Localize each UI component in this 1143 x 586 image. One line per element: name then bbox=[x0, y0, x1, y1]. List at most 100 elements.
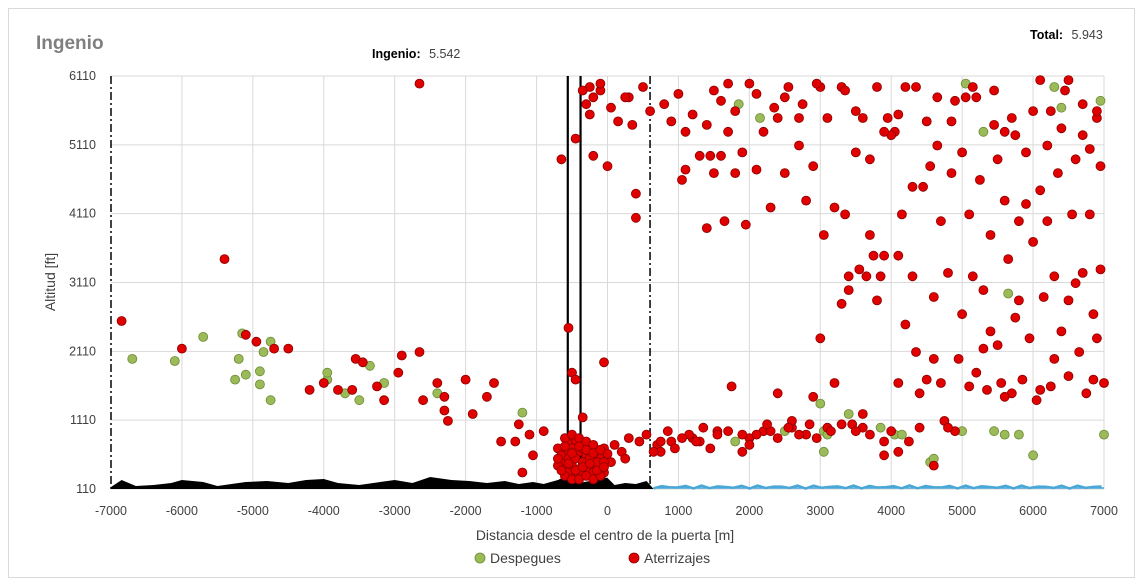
x-tick-label: -1000 bbox=[521, 504, 553, 518]
aterrizaje-point bbox=[1024, 333, 1035, 344]
aterrizaje-point bbox=[396, 350, 407, 361]
aterrizaje-point bbox=[116, 316, 127, 326]
aterrizaje-point bbox=[808, 161, 819, 172]
aterrizaje-point bbox=[957, 309, 967, 320]
despegue-point bbox=[815, 398, 826, 409]
aterrizaje-point bbox=[563, 458, 574, 469]
aterrizaje-point bbox=[996, 378, 1007, 388]
aterrizaje-point bbox=[567, 448, 577, 459]
aterrizaje-point bbox=[882, 113, 893, 123]
aterrizaje-point bbox=[999, 391, 1010, 402]
despegue-point bbox=[1003, 288, 1014, 299]
aterrizaje-point bbox=[1084, 209, 1095, 220]
aterrizaje-point bbox=[694, 150, 705, 161]
aterrizaje-point bbox=[723, 78, 733, 89]
aterrizaje-point bbox=[907, 181, 918, 192]
aterrizaje-point bbox=[804, 419, 815, 430]
despegue-point bbox=[730, 436, 741, 447]
aterrizaje-point bbox=[865, 230, 875, 240]
aterrizaje-point bbox=[442, 415, 453, 426]
aterrizaje-point bbox=[677, 174, 687, 185]
annotation-ingenio: Ingenio: 5.542 bbox=[372, 45, 460, 62]
despegue-point bbox=[818, 446, 829, 457]
despegue-point bbox=[755, 113, 765, 123]
aterrizaje-point bbox=[705, 150, 716, 161]
aterrizaje-point bbox=[1070, 278, 1081, 289]
aterrizaje-point bbox=[1095, 161, 1106, 172]
aterrizaje-point bbox=[333, 384, 343, 395]
aterrizaje-point bbox=[850, 106, 861, 116]
aterrizaje-point bbox=[460, 374, 471, 385]
despegue-point bbox=[843, 409, 854, 419]
aterrizaje-point bbox=[921, 374, 932, 385]
aterrizaje-point bbox=[918, 181, 928, 192]
aterrizaje-point bbox=[623, 433, 634, 444]
aterrizaje-point bbox=[850, 147, 861, 158]
annotation-total-label: Total: bbox=[1030, 28, 1063, 42]
despegue-point bbox=[233, 353, 244, 364]
aterrizaje-point bbox=[1063, 295, 1074, 306]
aterrizaje-point bbox=[613, 116, 623, 127]
data-points bbox=[116, 75, 1109, 485]
aterrizaje-point bbox=[1088, 309, 1099, 320]
aterrizaje-point bbox=[219, 254, 230, 265]
aterrizaje-point bbox=[900, 319, 911, 330]
aterrizaje-point bbox=[709, 168, 719, 179]
aterrizaje-point bbox=[372, 381, 382, 392]
aterrizaje-point bbox=[648, 446, 659, 457]
aterrizaje-point bbox=[857, 113, 868, 123]
aterrizaje-point bbox=[772, 388, 783, 399]
aterrizaje-point bbox=[677, 433, 687, 444]
aterrizaje-point bbox=[1053, 168, 1063, 179]
x-tick-label: -6000 bbox=[166, 504, 198, 518]
despegue-point bbox=[240, 369, 251, 380]
aterrizaje-point bbox=[872, 82, 882, 92]
aterrizaje-point bbox=[751, 89, 762, 99]
aterrizaje-point bbox=[379, 395, 390, 406]
aterrizaje-point bbox=[967, 82, 978, 92]
aterrizaje-point bbox=[588, 150, 599, 161]
legend-marker-aterrizajes bbox=[628, 552, 640, 564]
legend-marker-despegues bbox=[474, 552, 486, 564]
aterrizaje-point bbox=[538, 426, 549, 437]
aterrizaje-point bbox=[808, 391, 819, 402]
despegue-point bbox=[322, 367, 333, 378]
despegue-point bbox=[230, 374, 241, 385]
aterrizaje-point bbox=[992, 340, 1003, 351]
aterrizaje-point bbox=[936, 378, 946, 388]
despegue-point bbox=[1056, 102, 1067, 113]
aterrizaje-point bbox=[577, 412, 588, 423]
aterrizaje-point bbox=[304, 384, 315, 395]
aterrizaje-point bbox=[772, 433, 783, 444]
aterrizaje-point bbox=[992, 154, 1003, 165]
aterrizaje-point bbox=[1049, 271, 1060, 282]
aterrizaje-point bbox=[439, 391, 450, 402]
aterrizaje-point bbox=[928, 460, 939, 471]
aterrizaje-point bbox=[602, 161, 613, 172]
aterrizaje-point bbox=[680, 164, 691, 175]
aterrizaje-point bbox=[620, 92, 631, 103]
aterrizaje-point bbox=[577, 85, 588, 96]
aterrizaje-point bbox=[176, 343, 187, 354]
aterrizaje-point bbox=[850, 426, 861, 437]
aterrizaje-point bbox=[283, 343, 294, 354]
despegue-point bbox=[258, 347, 269, 357]
x-tick-label: 5000 bbox=[948, 504, 976, 518]
x-tick-label: -7000 bbox=[95, 504, 127, 518]
annotation-total-value: 5.943 bbox=[1072, 28, 1103, 42]
aterrizaje-point bbox=[861, 271, 872, 282]
chart-title: Ingenio bbox=[36, 33, 104, 54]
aterrizaje-point bbox=[655, 436, 666, 447]
aterrizaje-point bbox=[620, 453, 631, 464]
aterrizaje-point bbox=[1010, 130, 1021, 141]
despegue-point bbox=[517, 407, 528, 418]
aterrizaje-point bbox=[1074, 347, 1085, 357]
aterrizaje-point bbox=[975, 174, 985, 185]
aterrizaje-point bbox=[868, 250, 879, 261]
x-tick-label: 7000 bbox=[1090, 504, 1118, 518]
aterrizaje-point bbox=[737, 147, 748, 158]
aterrizaje-point bbox=[1056, 123, 1067, 134]
aterrizaje-point bbox=[960, 92, 971, 103]
despegue-point bbox=[198, 331, 209, 342]
aterrizaje-point bbox=[840, 85, 850, 96]
